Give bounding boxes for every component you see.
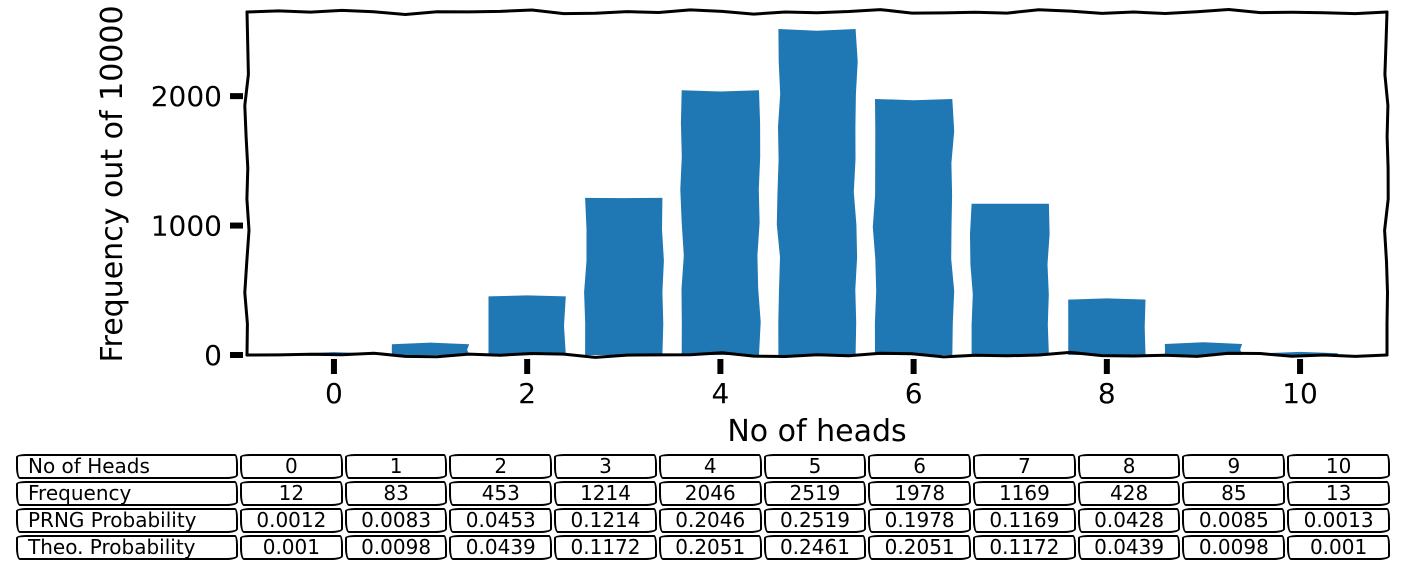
x-tick-label: 2 <box>518 377 536 410</box>
table-cell: 0.1978 <box>868 508 972 533</box>
x-tick-label: 6 <box>905 377 923 410</box>
row-label: PRNG Probability <box>16 508 238 533</box>
y-tick-label: 1000 <box>151 210 222 243</box>
table-cell: 0.0453 <box>449 508 553 533</box>
axis-spine <box>245 7 1389 17</box>
x-tick-label: 0 <box>325 377 343 410</box>
plot-area: 0 1000 2000 0 2 4 6 8 10 <box>151 7 1390 410</box>
axis-spine <box>243 10 251 357</box>
bar-1 <box>391 342 470 355</box>
table-cell: 1 <box>344 454 448 479</box>
table-cell: 453 <box>449 481 553 506</box>
table-cell: 0.0013 <box>1287 508 1390 533</box>
table-cell: 6 <box>868 454 972 479</box>
table-row: PRNG Probability 0.0012 0.0083 0.0453 0.1214… <box>16 508 1390 533</box>
row-label: No of Heads <box>16 454 238 479</box>
bar-8 <box>1068 298 1146 355</box>
table-cell: 5 <box>763 454 867 479</box>
results-table: No of Heads 0 1 2 3 4 5 6 7 8 9 10 Frequency 12 83 453 1… <box>14 452 1392 562</box>
table-cell: 1169 <box>973 481 1076 506</box>
table-cell: 0 <box>240 454 343 479</box>
table-cell: 0.001 <box>1287 535 1390 560</box>
bar-6 <box>872 99 955 355</box>
y-tick-label: 2000 <box>151 80 222 113</box>
table-row: Frequency 12 83 453 1214 2046 2519 1978 1169 428 8… <box>16 481 1390 506</box>
bar-2 <box>488 295 566 355</box>
table-cell: 0.0098 <box>1182 535 1286 560</box>
table-cell: 3 <box>554 454 657 479</box>
table-cell: 0.1214 <box>554 508 657 533</box>
table-cell: 0.2051 <box>658 535 762 560</box>
table-cell: 12 <box>240 481 343 506</box>
y-axis-label: Frequency out of 10000 <box>95 5 130 362</box>
table-row: No of Heads 0 1 2 3 4 5 6 7 8 9 10 <box>16 454 1390 479</box>
table-cell: 0.0085 <box>1182 508 1286 533</box>
table-cell: 0.2461 <box>763 535 867 560</box>
table-cell: 0.0083 <box>344 508 448 533</box>
x-tick-label: 8 <box>1098 377 1116 410</box>
table-cell: 2046 <box>658 481 762 506</box>
row-label: Frequency <box>16 481 238 506</box>
table-cell: 0.0012 <box>240 508 343 533</box>
bar-3 <box>584 197 664 355</box>
row-label: Theo. Probability <box>16 535 238 560</box>
table-cell: 0.0439 <box>1077 535 1181 560</box>
table-cell: 0.1169 <box>973 508 1076 533</box>
table-cell: 1214 <box>554 481 657 506</box>
table-cell: 2519 <box>763 481 867 506</box>
table-cell: 0.2519 <box>763 508 867 533</box>
table-cell: 9 <box>1182 454 1286 479</box>
table-cell: 0.0098 <box>344 535 448 560</box>
bar-9 <box>1164 342 1243 355</box>
table-cell: 10 <box>1287 454 1390 479</box>
bar-4 <box>680 90 761 355</box>
table-cell: 4 <box>658 454 762 479</box>
axis-spine <box>245 350 1389 359</box>
table-cell: 8 <box>1077 454 1181 479</box>
x-tick-label: 4 <box>711 377 729 410</box>
axis-spine <box>1383 10 1390 357</box>
table-cell: 0.1172 <box>554 535 657 560</box>
table-cell: 1978 <box>868 481 972 506</box>
table-cell: 0.0439 <box>449 535 553 560</box>
table-cell: 0.1172 <box>973 535 1076 560</box>
bar-5 <box>776 29 858 355</box>
table-cell: 0.2051 <box>868 535 972 560</box>
table-cell: 7 <box>973 454 1076 479</box>
table-row: Theo. Probability 0.001 0.0098 0.0439 0.1172… <box>16 535 1390 560</box>
table-cell: 0.0428 <box>1077 508 1181 533</box>
table-cell: 83 <box>344 481 448 506</box>
x-axis-label: No of heads <box>727 414 906 449</box>
bar-7 <box>970 203 1050 355</box>
table-cell: 0.001 <box>240 535 343 560</box>
x-tick-label: 10 <box>1282 377 1318 410</box>
table-cell: 0.2046 <box>658 508 762 533</box>
table-cell: 13 <box>1287 481 1390 506</box>
table-cell: 2 <box>449 454 553 479</box>
y-tick-label: 0 <box>204 339 222 372</box>
table-cell: 85 <box>1182 481 1286 506</box>
table-cell: 428 <box>1077 481 1181 506</box>
